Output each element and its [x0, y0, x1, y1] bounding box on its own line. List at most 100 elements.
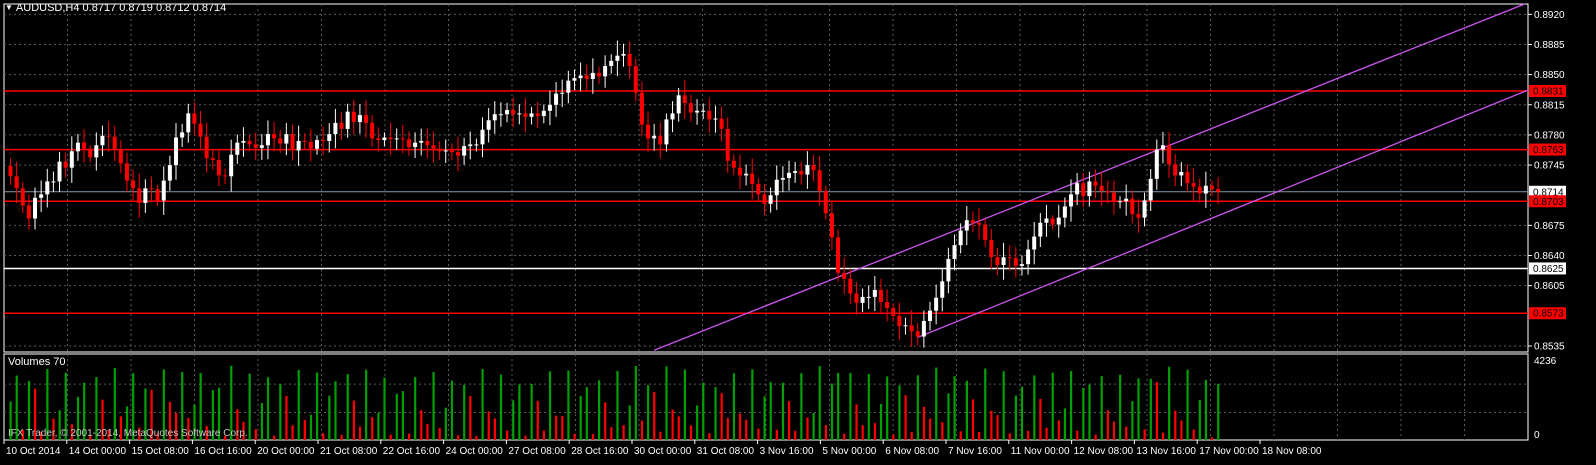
volume-bar — [162, 369, 165, 440]
x-tick-label: 14 Oct 00:00 — [69, 446, 127, 457]
y-tick-label: 0.8675 — [1534, 221, 1565, 232]
volume-bar — [548, 371, 552, 440]
volume-bar — [279, 384, 282, 440]
volume-bar — [1033, 375, 1036, 440]
volume-bar — [224, 436, 227, 440]
candle-body — [112, 136, 117, 150]
volume-bar — [316, 372, 319, 440]
x-tick-label: 22 Oct 16:00 — [383, 446, 441, 457]
volume-bar — [1180, 420, 1183, 440]
candle-body — [554, 93, 559, 105]
candle-body — [63, 161, 68, 168]
volume-bar — [1125, 426, 1128, 440]
x-tick-label: 21 Oct 08:00 — [320, 446, 378, 457]
candle-body — [970, 220, 975, 223]
candle-body — [560, 92, 565, 94]
volume-bar — [769, 382, 772, 440]
volume-bar — [653, 392, 656, 440]
candle-body — [1209, 185, 1214, 190]
volume-bar — [555, 415, 558, 440]
volume-bar — [34, 388, 37, 440]
candle-body — [1118, 201, 1123, 203]
candle-body — [1050, 218, 1055, 225]
volume-bar — [27, 381, 31, 440]
candle-body — [1130, 198, 1135, 215]
candle-body — [137, 188, 142, 203]
candle-body — [682, 95, 687, 104]
volume-bar — [898, 385, 901, 440]
candle-body — [811, 165, 816, 171]
volume-bar — [352, 400, 355, 440]
volume-bar — [622, 425, 625, 440]
candle-body — [241, 140, 246, 143]
volume-bar — [965, 380, 968, 440]
volume-bar — [273, 435, 276, 440]
volume-bar — [1131, 401, 1134, 440]
candle-body — [995, 257, 1000, 265]
volume-bar — [1008, 433, 1011, 440]
candle-body — [143, 188, 148, 203]
volume-bar — [365, 369, 368, 440]
candle-body — [210, 158, 215, 160]
x-tick-label: 13 Nov 16:00 — [1136, 446, 1196, 457]
candle-body — [394, 138, 399, 140]
candle-body — [799, 171, 804, 175]
candle-body — [370, 122, 375, 139]
candle-body — [413, 142, 418, 147]
volume-bar — [892, 434, 895, 440]
volume-bar — [573, 433, 576, 440]
candle-body — [75, 142, 80, 152]
level-label: 0.8573 — [1533, 309, 1564, 320]
volume-bar — [861, 425, 864, 440]
y-tick-label: 0.8605 — [1534, 281, 1565, 292]
volume-bar — [1198, 400, 1201, 440]
candle-body — [731, 160, 736, 168]
volume-bar — [426, 423, 429, 440]
volume-bar — [1174, 410, 1177, 440]
x-tick-label: 31 Oct 08:00 — [697, 446, 755, 457]
candle-body — [229, 154, 234, 177]
candle-body — [523, 113, 528, 117]
candle-body — [88, 148, 93, 158]
candle-body — [762, 194, 767, 204]
candle-body — [296, 140, 301, 151]
candle-body — [529, 113, 534, 117]
y-tick-label: 0.8780 — [1534, 130, 1565, 141]
candle-body — [1173, 164, 1178, 176]
candle-body — [1093, 181, 1098, 186]
candle-body — [69, 151, 74, 168]
y-tick-label: 0.8920 — [1534, 10, 1565, 21]
x-tick-label: 6 Nov 08:00 — [885, 446, 939, 457]
candle-body — [1124, 198, 1129, 202]
volume-bar — [21, 429, 24, 440]
volume-bar — [132, 373, 135, 440]
candle-body — [278, 138, 283, 144]
volume-panel-title: Volumes 70 — [8, 356, 66, 368]
candle-body — [223, 175, 228, 177]
candle-body — [670, 113, 675, 120]
candle-body — [364, 115, 369, 123]
candle-body — [615, 55, 620, 61]
volume-bar — [499, 374, 503, 440]
volume-bar — [1063, 408, 1067, 440]
grid-layer — [3, 3, 1529, 441]
volume-bar — [297, 369, 300, 440]
candle-body — [272, 134, 277, 139]
candle-body — [198, 123, 203, 137]
candle-body — [547, 104, 552, 111]
volume-bar — [432, 371, 435, 440]
candle-body — [425, 140, 430, 146]
volume-bar — [879, 404, 883, 440]
candle-body — [1185, 171, 1190, 184]
level-label: 0.8703 — [1533, 197, 1564, 208]
volume-bar — [812, 412, 815, 440]
volume-bar — [181, 371, 184, 440]
volume-bar — [542, 430, 546, 440]
triangle-down-icon[interactable]: ▼ — [5, 3, 13, 12]
candle-body — [180, 132, 185, 138]
candle-body — [339, 122, 344, 129]
candle-body — [284, 134, 289, 144]
volume-bar — [677, 416, 680, 440]
candle-body — [265, 134, 270, 146]
